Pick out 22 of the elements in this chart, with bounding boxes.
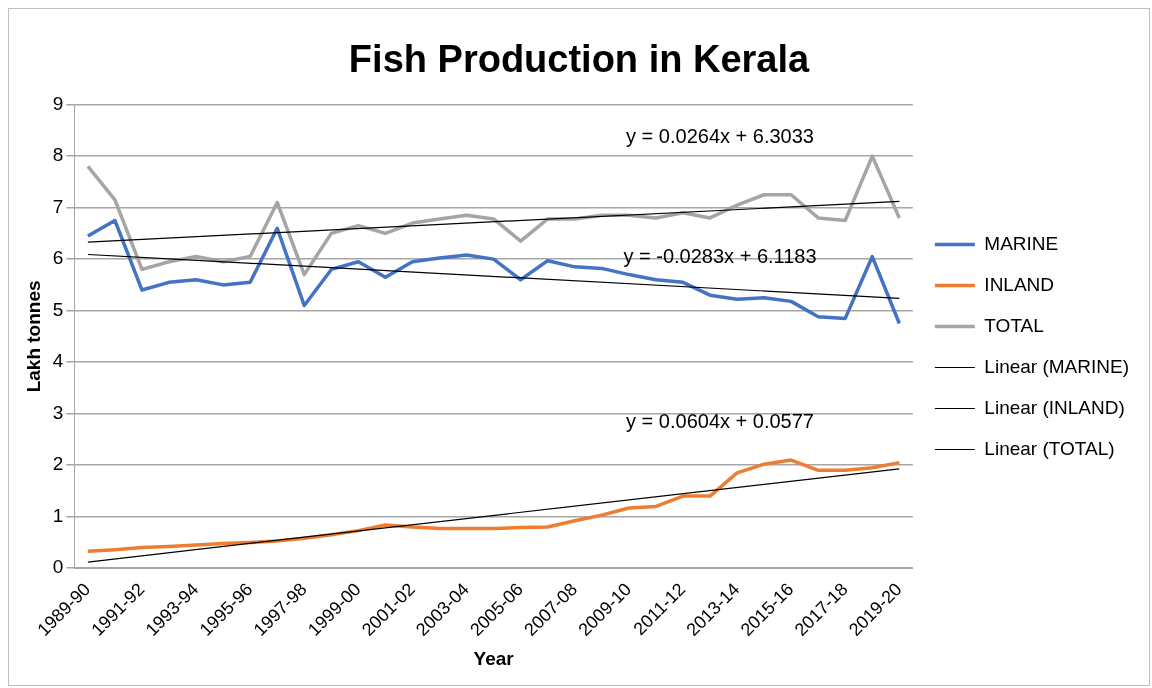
annotation: y = -0.0283x + 6.1183 [623,245,817,268]
legend-label: INLAND [984,273,1055,295]
y-axis-title: Lakh tonnes [22,280,44,393]
y-tick-label: 6 [52,247,64,269]
y-tick-label: 8 [52,144,64,166]
y-tick-label: 0 [52,556,64,578]
y-tick-label: 4 [52,350,64,372]
y-tick-label: 7 [52,195,64,217]
annotation: y = 0.0604x + 0.0577 [626,409,814,432]
y-tick-label: 9 [52,92,64,114]
legend-label: Linear (INLAND) [984,396,1125,418]
chart-title: Fish Production in Kerala [348,38,810,81]
y-tick-label: 2 [52,453,64,475]
legend-label: MARINE [984,232,1059,254]
legend-label: Linear (TOTAL) [984,437,1115,459]
x-axis-title: Year [473,647,515,669]
annotation: y = 0.0264x + 6.3033 [626,124,814,147]
legend-label: Linear (MARINE) [984,355,1130,377]
y-tick-label: 1 [52,504,64,526]
legend-label: TOTAL [984,314,1044,336]
y-tick-label: 5 [52,298,64,320]
y-tick-label: 3 [52,401,64,423]
